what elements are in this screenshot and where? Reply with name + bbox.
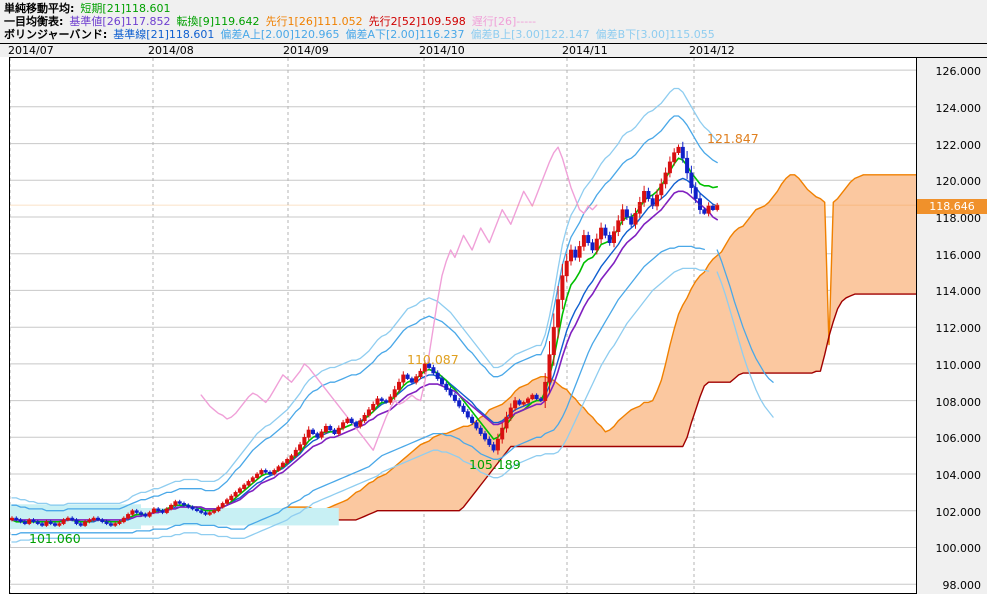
price-axis-label: 112.000: [935, 322, 982, 335]
date-axis-label: 2014/07: [8, 44, 54, 57]
price-chart-plot-area[interactable]: 121.847 110.087 105.189 101.060: [9, 57, 917, 594]
plot-bottom-margin: [0, 594, 987, 606]
price-axis[interactable]: 126.000 124.000 122.000 120.000 118.000 116.0…: [917, 57, 987, 594]
price-axis-label: 110.000: [935, 359, 982, 372]
legend-item-bb-lower-2sd[interactable]: 偏差A下[2.00]116.237: [345, 28, 465, 41]
price-axis-label: 118.000: [935, 212, 982, 225]
indicator-legend-header: 単純移動平均: 短期[21]118.601 一目均衡表: 基準値[26]117.85…: [0, 0, 987, 44]
price-axis-label: 108.000: [935, 396, 982, 409]
date-axis-label: 2014/11: [562, 44, 608, 57]
legend-item-chikou[interactable]: 遅行[26]-----: [471, 15, 537, 28]
date-axis-label: 2014/08: [148, 44, 194, 57]
price-annotation: 110.087: [407, 352, 459, 367]
legend-item-bb-upper-2sd[interactable]: 偏差A上[2.00]120.965: [220, 28, 340, 41]
legend-item-kijun[interactable]: 基準値[26]117.852: [69, 15, 171, 28]
legend-item-senkou-a[interactable]: 先行1[26]111.052: [265, 15, 363, 28]
legend-item-bb-basis[interactable]: 基準線[21]118.601: [113, 28, 215, 41]
price-axis-label: 120.000: [935, 175, 982, 188]
legend-row-sma: 単純移動平均: 短期[21]118.601: [4, 2, 170, 15]
legend-row-ichimoku: 一目均衡表: 基準値[26]117.852 転換[9]119.642 先行1[26]1…: [4, 15, 536, 28]
price-axis-label: 122.000: [935, 139, 982, 152]
legend-row-bollinger: ボリンジャーバンド: 基準線[21]118.601 偏差A上[2.00]120.96…: [4, 28, 715, 41]
price-axis-label: 100.000: [935, 542, 982, 555]
price-annotation: 105.189: [469, 457, 521, 472]
date-axis-label: 2014/09: [283, 44, 329, 57]
price-axis-label: 126.000: [935, 65, 982, 78]
legend-title-ichimoku: 一目均衡表:: [4, 15, 64, 28]
price-axis-label: 98.000: [942, 579, 982, 592]
price-axis-label: 114.000: [935, 285, 982, 298]
legend-item-bb-upper-3sd[interactable]: 偏差B上[3.00]122.147: [470, 28, 590, 41]
legend-item-tenkan[interactable]: 転換[9]119.642: [176, 15, 260, 28]
legend-item-senkou-b[interactable]: 先行2[52]109.598: [368, 15, 466, 28]
price-axis-label: 106.000: [935, 432, 982, 445]
date-axis[interactable]: 2014/07 2014/08 2014/09 2014/10 2014/11 2014/…: [0, 44, 987, 57]
price-axis-label: 102.000: [935, 506, 982, 519]
date-axis-label: 2014/10: [419, 44, 465, 57]
price-annotation: 101.060: [29, 531, 81, 546]
chart-canvas: 121.847 110.087 105.189 101.060: [10, 58, 916, 593]
current-price-tag[interactable]: 118.646: [917, 199, 987, 214]
price-axis-label: 116.000: [935, 249, 982, 262]
legend-title-bollinger: ボリンジャーバンド:: [4, 28, 108, 41]
legend-item-sma-short[interactable]: 短期[21]118.601: [80, 2, 171, 15]
legend-title-sma: 単純移動平均:: [4, 2, 75, 15]
price-axis-label: 104.000: [935, 469, 982, 482]
legend-item-bb-lower-3sd[interactable]: 偏差B下[3.00]115.055: [595, 28, 715, 41]
plot-left-margin: [0, 57, 9, 606]
price-annotation: 121.847: [707, 131, 759, 146]
date-axis-label: 2014/12: [689, 44, 735, 57]
price-axis-label: 124.000: [935, 102, 982, 115]
